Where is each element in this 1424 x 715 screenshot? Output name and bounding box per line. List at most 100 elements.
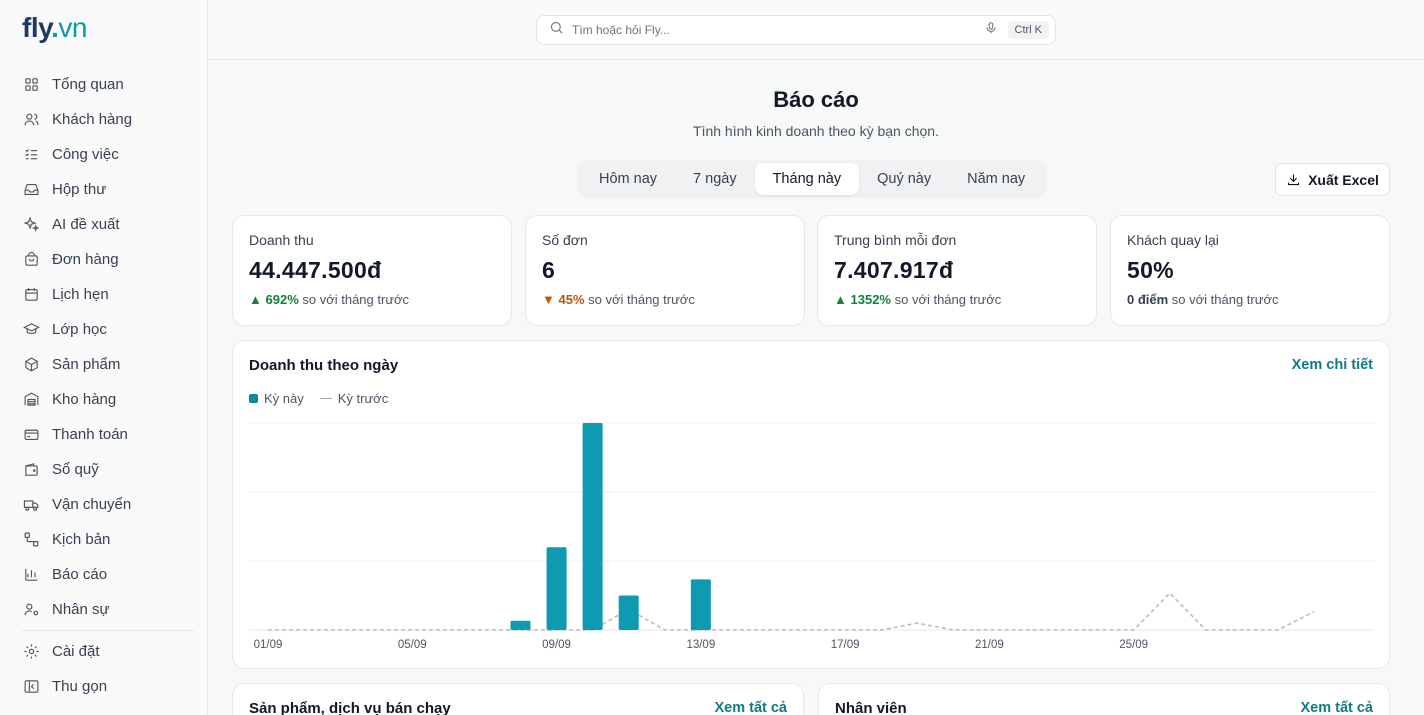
sidebar-item-label: Kịch bản: [52, 531, 111, 548]
x-tick-label: 25/09: [1119, 639, 1148, 651]
tab-period-1[interactable]: 7 ngày: [693, 171, 737, 187]
sidebar-item-9[interactable]: Kho hàng: [14, 382, 194, 417]
tab-period-4[interactable]: Năm nay: [967, 171, 1026, 187]
sidebar-item-label: Thanh toán: [52, 426, 128, 443]
kpi-delta-value: 1352%: [850, 292, 891, 307]
chart-legend: Kỳ này Kỳ trước: [249, 391, 388, 406]
sidebar-item-11[interactable]: Sổ quỹ: [14, 452, 194, 487]
sidebar-item-3[interactable]: Hộp thư: [14, 172, 194, 207]
search-input[interactable]: [572, 23, 984, 37]
top-products-card: Sản phẩm, dịch vụ bán chạy Xem tất cả: [232, 683, 804, 715]
kpi-card-3: Khách quay lại 50% 0 điểm so với tháng trư…: [1110, 215, 1390, 326]
sidebar-item-5[interactable]: Đơn hàng: [14, 242, 194, 277]
kpi-value: 7.407.917đ: [834, 257, 954, 283]
x-tick-label: 01/09: [254, 639, 283, 651]
chart-title: Doanh thu theo ngày: [249, 357, 399, 374]
revenue-chart: 01/09 05/09 09/09 13/09 17/09 21/09 25/09: [249, 422, 1374, 651]
sidebar-item-10[interactable]: Thanh toán: [14, 417, 194, 452]
search-icon: [549, 20, 564, 40]
export-excel-button[interactable]: Xuất Excel: [1275, 163, 1390, 196]
x-tick-label: 05/09: [398, 639, 427, 651]
sidebar-nav: Tổng quan Khách hàng Công việc Hộp thư AI đề…: [14, 67, 194, 704]
box-icon: [22, 356, 40, 374]
bar-10/09: [582, 423, 603, 630]
sidebar-item-7[interactable]: Lớp học: [14, 312, 194, 347]
user-cog-icon: [22, 601, 40, 619]
sidebar-item-14[interactable]: Báo cáo: [14, 557, 194, 592]
kpi-label: Số đơn: [542, 232, 588, 248]
sidebar-divider: [22, 630, 194, 631]
sidebar-item-label: Sổ quỹ: [52, 461, 99, 478]
sidebar-item-1[interactable]: Khách hàng: [14, 102, 194, 137]
view-details-link[interactable]: Xem chi tiết: [1291, 357, 1373, 373]
sidebar-item-4[interactable]: AI đề xuất: [14, 207, 194, 242]
sidebar-item-0[interactable]: Tổng quan: [14, 67, 194, 102]
kpi-card-0: Doanh thu 44.447.500đ ▲ 692% so với tháng …: [232, 215, 512, 326]
staff-view-all-link[interactable]: Xem tất cả: [1300, 700, 1373, 715]
legend-previous-swatch: [319, 398, 332, 399]
tab-period-0[interactable]: Hôm nay: [599, 171, 658, 187]
trend-arrow-icon: ▲: [249, 292, 262, 307]
kpi-delta: ▼ 45% so với tháng trước: [542, 292, 788, 307]
kpi-value: 50%: [1127, 257, 1174, 283]
sidebar-item-label: Báo cáo: [52, 566, 108, 583]
kpi-delta-suffix: so với tháng trước: [890, 292, 1002, 307]
bar-chart-icon: [22, 566, 40, 584]
kpi-delta-suffix: so với tháng trước: [584, 292, 695, 307]
sidebar-item-8[interactable]: Sản phẩm: [14, 347, 194, 382]
sidebar-item-1-footer[interactable]: Thu gọn: [14, 669, 194, 704]
truck-icon: [22, 496, 40, 514]
bar-09/09: [546, 547, 567, 630]
sidebar-item-label: Sản phẩm: [52, 356, 121, 373]
kpi-label: Trung bình mỗi đơn: [834, 232, 957, 248]
kpi-label: Doanh thu: [249, 232, 314, 248]
grid-icon: [22, 76, 40, 94]
sidebar-item-label: Thu gọn: [52, 678, 108, 695]
sidebar-item-12[interactable]: Vận chuyển: [14, 487, 194, 522]
tab-period-3[interactable]: Quý này: [877, 171, 932, 187]
sidebar-item-label: AI đề xuất: [52, 216, 120, 233]
legend-previous-label: Kỳ trước: [337, 391, 389, 406]
kpi-delta-value: 45%: [558, 292, 585, 307]
sidebar-item-label: Vận chuyển: [52, 496, 132, 513]
sidebar-item-label: Công việc: [52, 146, 119, 163]
bar-11/09: [618, 595, 639, 630]
series-previous-line: [268, 592, 1315, 631]
sidebar-item-2[interactable]: Công việc: [14, 137, 194, 172]
shopping-bag-icon: [22, 251, 40, 269]
export-excel-label: Xuất Excel: [1308, 171, 1379, 188]
sidebar-item-13[interactable]: Kịch bản: [14, 522, 194, 557]
sidebar-item-15[interactable]: Nhân sự: [14, 592, 194, 627]
kpi-delta-value: 0 điểm: [1127, 292, 1169, 307]
sidebar-item-6[interactable]: Lịch hẹn: [14, 277, 194, 312]
download-icon: [1288, 174, 1300, 186]
kpi-card-2: Trung bình mỗi đơn 7.407.917đ ▲ 1352% so v…: [817, 215, 1097, 326]
kpi-delta-value: 692%: [265, 292, 299, 307]
sidebar-item-0-footer[interactable]: Cài đặt: [14, 634, 194, 669]
staff-title: Nhân viên: [835, 700, 907, 715]
kpi-value: 44.447.500đ: [249, 257, 382, 283]
inbox-icon: [22, 181, 40, 199]
trend-arrow-icon: ▲: [834, 292, 847, 307]
kpi-delta: ▲ 692% so với tháng trước: [249, 292, 495, 307]
top-products-title: Sản phẩm, dịch vụ bán chạy: [249, 700, 451, 715]
sidebar-item-label: Đơn hàng: [52, 251, 119, 268]
search-box[interactable]: Ctrl K: [536, 15, 1056, 45]
sidebar-item-label: Lớp học: [52, 321, 107, 338]
wallet-icon: [22, 461, 40, 479]
warehouse-icon: [22, 391, 40, 409]
top-products-view-all-link[interactable]: Xem tất cả: [714, 700, 787, 715]
brand-logo[interactable]: fly.vn: [22, 12, 87, 44]
legend-current-label: Kỳ này: [264, 391, 304, 406]
kpi-delta-suffix: so với tháng trước: [298, 292, 410, 307]
sidebar-item-label: Nhân sự: [52, 601, 110, 618]
microphone-icon[interactable]: [984, 21, 998, 40]
tab-period-2[interactable]: Tháng này: [754, 163, 860, 195]
kpi-label: Khách quay lại: [1127, 232, 1219, 248]
period-tabs: Hôm nay 7 ngày Tháng này Quý này Năm nay: [578, 160, 1047, 198]
sidebar-item-label: Khách hàng: [52, 111, 133, 128]
brand-name: fly: [22, 12, 52, 43]
sidebar: fly.vn Tổng quan Khách hàng Công việc Hộp t…: [0, 0, 208, 715]
bar-08/09: [510, 620, 531, 630]
x-tick-label: 21/09: [975, 639, 1004, 651]
